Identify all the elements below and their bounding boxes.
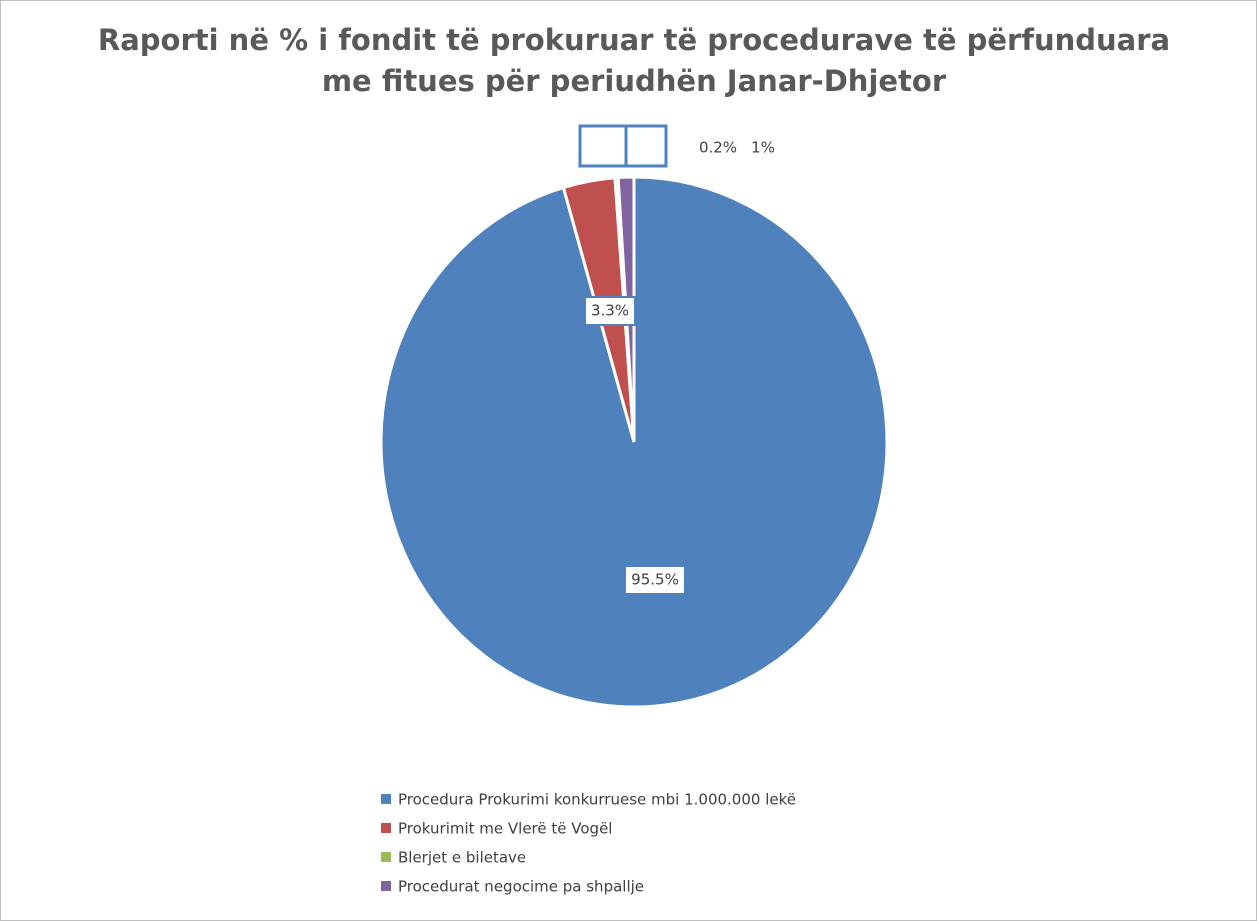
legend-swatch — [381, 881, 391, 891]
legend-label: Blerjet e biletave — [398, 849, 526, 867]
chart-title: Raporti në % i fondit të prokuruar të pr… — [98, 23, 1170, 57]
legend-swatch — [381, 794, 391, 804]
legend-swatch — [381, 852, 391, 862]
legend-label: Prokurimit me Vlerë të Vogël — [398, 820, 612, 838]
legend: Procedura Prokurimi konkurruese mbi 1.00… — [381, 791, 796, 896]
label-box — [624, 565, 686, 595]
label-box — [624, 124, 668, 168]
data-labels: 95.5% 3.3% 0.2% 1% — [584, 139, 775, 595]
chart-title: me fitues për periudhën Janar-Dhjetor — [322, 64, 947, 98]
legend-label: Procedurat negocime pa shpallje — [398, 878, 644, 896]
data-label: 0.2% — [699, 139, 737, 157]
label-box — [584, 296, 636, 326]
data-label: 1% — [751, 139, 775, 157]
pie — [379, 175, 889, 709]
data-label: 95.5% — [631, 571, 679, 589]
data-label: 3.3% — [591, 302, 629, 320]
legend-label: Procedura Prokurimi konkurruese mbi 1.00… — [398, 791, 796, 809]
legend-swatch — [381, 823, 391, 833]
